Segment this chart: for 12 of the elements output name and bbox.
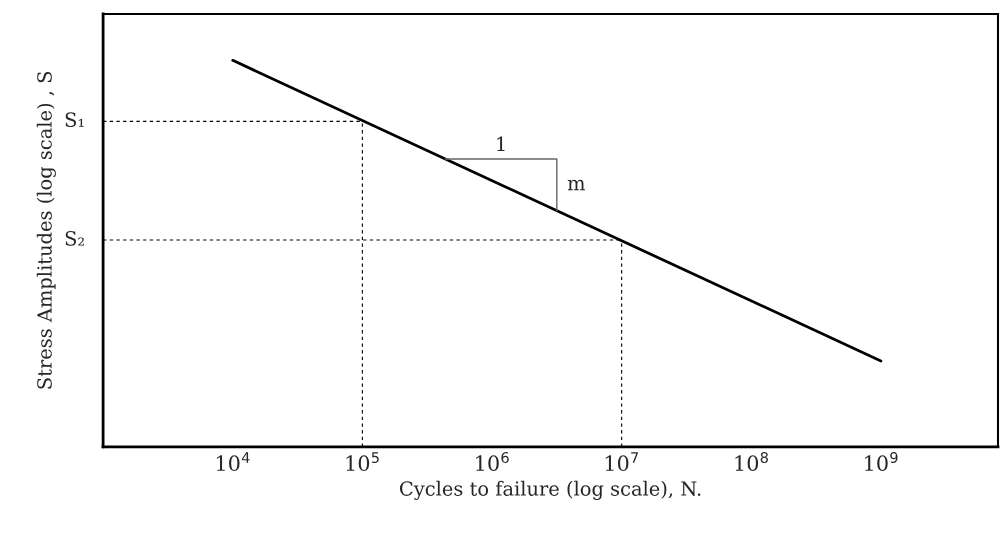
ref-line-label: S₁	[65, 112, 84, 128]
x-axis-title: Cycles to failure (log scale), N.	[399, 480, 701, 500]
x-tick-label: 10$^{6}$	[476, 451, 509, 472]
annotation: m	[567, 179, 585, 191]
x-tick-label: 10$^{8}$	[735, 451, 768, 472]
x-tick-label: 10$^{9}$	[865, 451, 898, 472]
ref-line-label: S₂	[65, 230, 84, 246]
x-tick-label: 10$^{4}$	[216, 452, 250, 472]
y-axis-title: Stress Amplitudes (log scale) , S	[36, 71, 56, 389]
annotation: 1	[497, 136, 505, 152]
x-tick-label: 10$^{7}$	[605, 452, 639, 472]
x-tick-label: 10$^{5}$	[346, 452, 379, 472]
